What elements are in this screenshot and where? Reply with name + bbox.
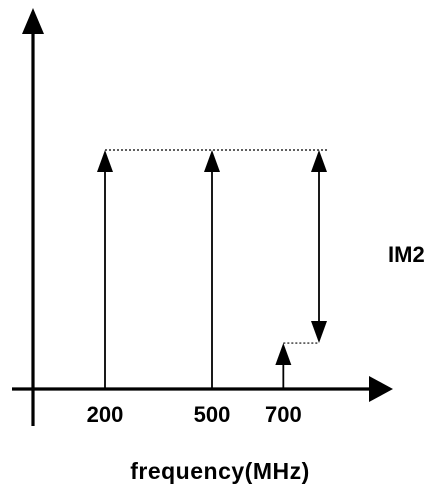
x-tick-labels: 200 500 700 — [87, 402, 302, 427]
tone-arrow-200-icon — [97, 150, 113, 172]
im2-annotation — [311, 150, 327, 344]
im2-label: IM2 — [388, 242, 425, 267]
axes — [12, 8, 393, 426]
tone-arrow-500-icon — [204, 150, 220, 172]
x-axis-title: frequency(MHz) — [130, 458, 310, 484]
tone-arrow-700-icon — [275, 343, 292, 366]
x-tick-label-500: 500 — [194, 402, 231, 427]
level-guides — [105, 149, 329, 344]
x-tick-label-700: 700 — [265, 402, 302, 427]
x-tick-label-200: 200 — [87, 402, 124, 427]
im2-arrow-down-icon — [311, 321, 327, 344]
y-axis-arrow-icon — [22, 8, 44, 34]
x-axis-arrow-icon — [369, 376, 393, 402]
tone-arrows — [97, 150, 292, 389]
im2-arrow-up-icon — [311, 150, 327, 172]
